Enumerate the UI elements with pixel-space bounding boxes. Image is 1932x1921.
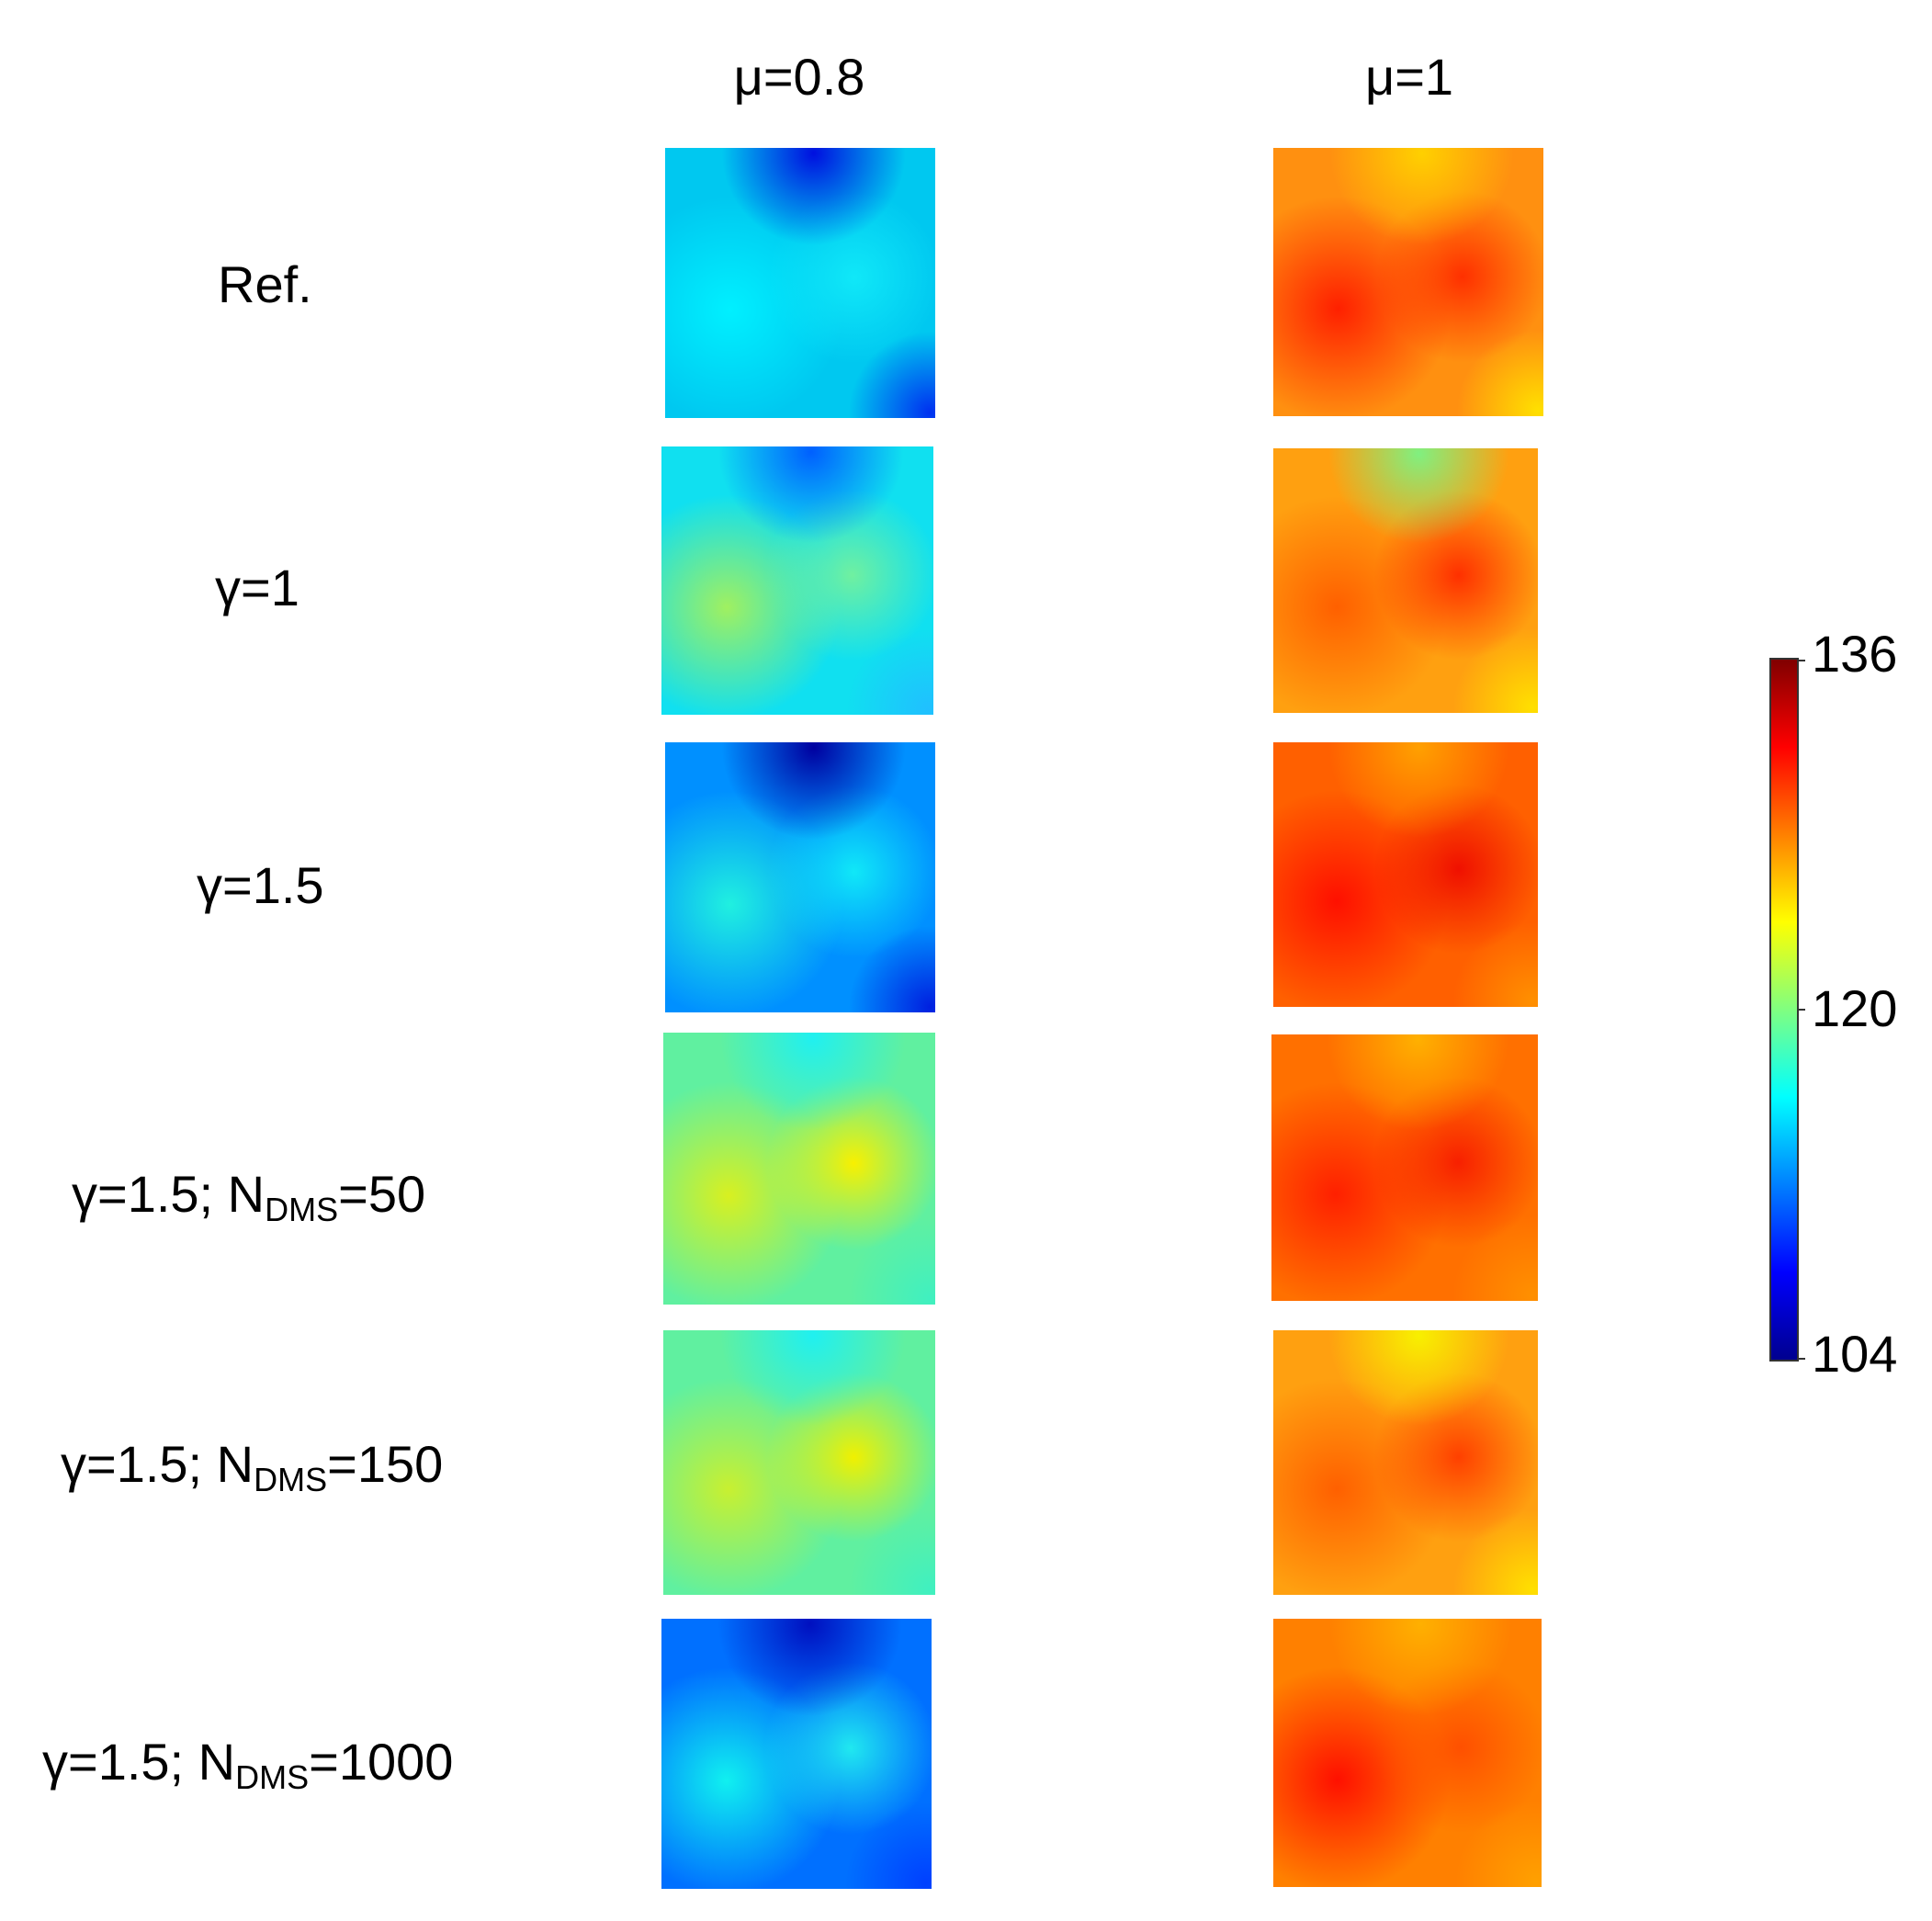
- colorbar-label-min: 104: [1812, 1325, 1898, 1383]
- gamma15-n150-mu1-field: [1273, 1330, 1538, 1595]
- column-header-mu-1: μ=1: [1364, 48, 1454, 106]
- panel-gamma15-ndms1000-mu-0.8: [661, 1619, 932, 1889]
- ref-mu08-field: [665, 148, 935, 418]
- panel-gamma15-ndms50-mu-1: [1271, 1034, 1538, 1301]
- row-label-gamma-1: γ=1: [215, 559, 299, 616]
- gamma15-mu08-blob-3: [848, 925, 935, 1012]
- gamma15-n1000-mu1-blob-2: [1329, 1619, 1512, 1716]
- row-label-ref: Ref.: [218, 255, 312, 313]
- gamma15-n1000-mu1-blob-3: [1455, 1801, 1542, 1887]
- gamma15-n50-mu1-blob-3: [1452, 1215, 1538, 1301]
- row-label-gamma-1.5-ndms-150: γ=1.5; NDMS=150: [61, 1435, 444, 1498]
- ref-mu1-field: [1273, 148, 1543, 416]
- panel-gamma15-mu-1: [1273, 742, 1538, 1007]
- gamma1-mu08-field: [661, 446, 933, 715]
- gamma15-n150-mu1-blob-2: [1328, 1330, 1509, 1426]
- gamma15-n50-mu08-field: [663, 1033, 935, 1305]
- panel-gamma1-mu-0.8: [661, 446, 933, 715]
- gamma15-mu1-blob-2: [1328, 742, 1509, 838]
- row-label-gamma-1.5-ndms-1000: γ=1.5; NDMS=1000: [42, 1733, 454, 1796]
- gamma15-mu1-blob-3: [1452, 921, 1538, 1007]
- gamma15-mu08-blob-2: [721, 742, 906, 840]
- gamma15-n150-mu08-blob-2: [720, 1330, 906, 1426]
- panel-gamma15-ndms150-mu-1: [1273, 1330, 1538, 1595]
- gamma1-mu1-blob-2: [1328, 448, 1509, 544]
- colorbar: [1769, 658, 1799, 1362]
- gamma15-mu08-field: [665, 742, 935, 1012]
- colorbar-gradient: [1771, 660, 1797, 1360]
- colorbar-tick-max: [1798, 660, 1805, 661]
- gamma15-n50-mu08-blob-2: [720, 1033, 906, 1131]
- gamma15-n50-mu1-blob-2: [1327, 1034, 1509, 1131]
- gamma15-n150-mu08-field: [663, 1330, 935, 1595]
- gamma1-mu1-field: [1273, 448, 1538, 713]
- gamma15-n50-mu1-field: [1271, 1034, 1538, 1301]
- panel-gamma15-ndms50-mu-0.8: [663, 1033, 935, 1305]
- ref-mu08-blob-3: [848, 331, 935, 418]
- ref-mu1-blob-3: [1456, 330, 1543, 416]
- panel-gamma15-ndms150-mu-0.8: [663, 1330, 935, 1595]
- panel-gamma15-mu-0.8: [665, 742, 935, 1012]
- colorbar-label-mid: 120: [1812, 979, 1898, 1037]
- gamma1-mu08-blob-2: [718, 446, 904, 544]
- gamma15-n1000-mu08-blob-3: [844, 1802, 932, 1889]
- row-label-gamma-1.5-ndms-50: γ=1.5; NDMS=50: [72, 1165, 426, 1228]
- colorbar-tick-min: [1798, 1358, 1805, 1360]
- gamma15-mu1-field: [1273, 742, 1538, 1007]
- panel-gamma1-mu-1: [1273, 448, 1538, 713]
- column-header-mu-0.8: μ=0.8: [733, 48, 865, 106]
- row-label-gamma-1.5: γ=1.5: [197, 856, 324, 914]
- ref-mu1-blob-2: [1329, 148, 1514, 245]
- ref-mu08-blob-2: [721, 148, 906, 245]
- colorbar-label-max: 136: [1812, 625, 1898, 683]
- gamma15-n150-mu08-blob-3: [848, 1509, 935, 1595]
- gamma15-n1000-mu08-blob-2: [717, 1619, 902, 1716]
- gamma15-n1000-mu1-field: [1273, 1619, 1542, 1887]
- gamma1-mu08-blob-3: [846, 628, 933, 715]
- gamma15-n50-mu08-blob-3: [848, 1217, 935, 1305]
- gamma1-mu1-blob-3: [1452, 627, 1538, 713]
- gamma15-n1000-mu08-field: [661, 1619, 932, 1889]
- panel-ref-mu-1: [1273, 148, 1543, 416]
- panel-ref-mu-0.8: [665, 148, 935, 418]
- panel-gamma15-ndms1000-mu-1: [1273, 1619, 1542, 1887]
- colorbar-tick-mid: [1798, 1009, 1805, 1011]
- gamma15-n150-mu1-blob-3: [1452, 1509, 1538, 1595]
